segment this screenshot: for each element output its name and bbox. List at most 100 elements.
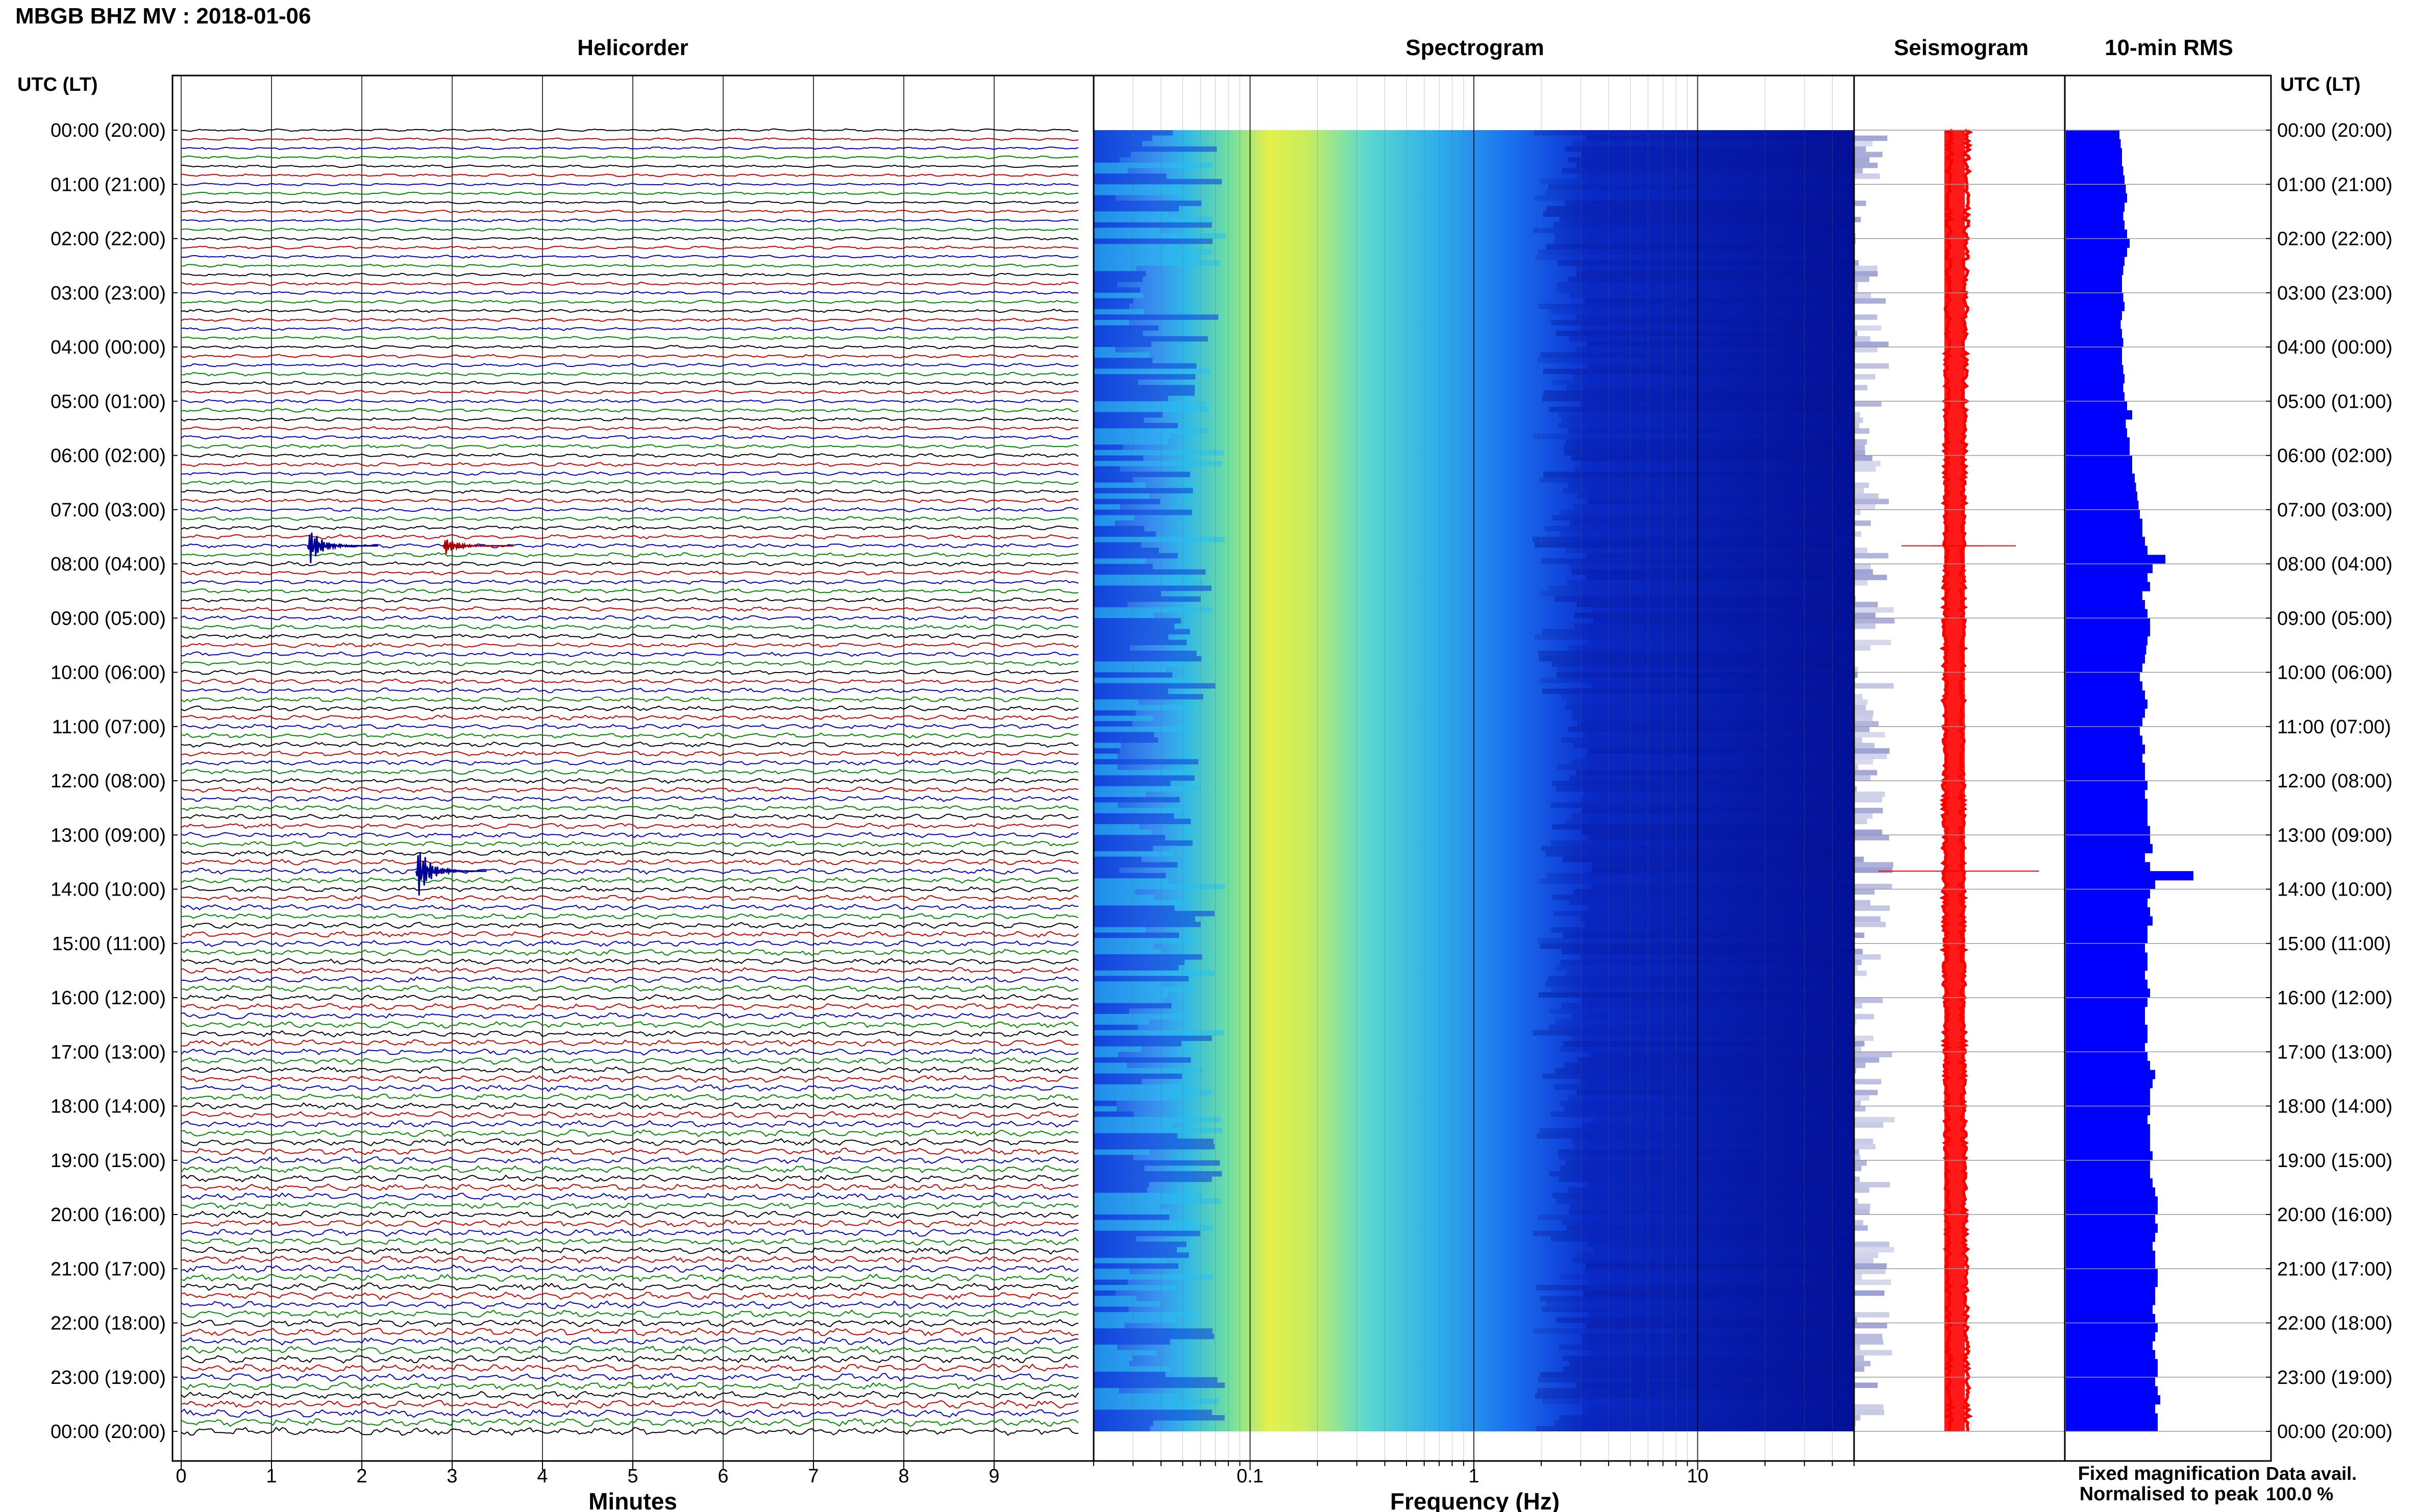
rms-bar	[2066, 329, 2122, 338]
helicorder-trace	[181, 218, 1079, 222]
spectrogram-streak	[1094, 1285, 1176, 1291]
time-label-left: 19:00 (15:00)	[51, 1150, 166, 1172]
time-label-right: 09:00 (05:00)	[2277, 608, 2392, 629]
rms-bar	[2066, 961, 2148, 971]
time-label-left: 06:00 (02:00)	[51, 445, 166, 467]
spectrogram-streak	[1588, 499, 1889, 505]
spectrogram-streak	[1559, 509, 1861, 515]
rms-bar	[2066, 473, 2135, 483]
spectrogram-streak	[1094, 1225, 1213, 1231]
spectrogram-streak	[1568, 428, 1870, 434]
spectrogram-streak	[1094, 509, 1193, 515]
spectrogram-streak	[1094, 406, 1210, 412]
spectrogram-streak	[1534, 195, 1835, 201]
rms-bar	[2066, 383, 2124, 393]
spectrogram-streak	[1094, 824, 1140, 830]
helicorder-trace	[181, 435, 1079, 440]
rms-bar	[2066, 229, 2127, 239]
spectrogram-streak	[1094, 341, 1151, 347]
spectrogram-streak	[1586, 753, 1887, 759]
spectrogram-streak	[1094, 889, 1136, 895]
spectrogram-streak	[1588, 905, 1890, 911]
spectrogram-streak	[1094, 526, 1145, 532]
spectrogram-streak	[1094, 683, 1216, 689]
helicorder-trace	[181, 344, 1079, 350]
time-label-left: 00:00 (20:00)	[51, 1421, 166, 1443]
spectrogram-streak	[1586, 575, 1887, 580]
spectrogram-streak	[1094, 255, 1200, 260]
helicorder-trace	[181, 588, 1079, 594]
spectrogram-streak	[1582, 1339, 1884, 1345]
spectrogram-streak	[1552, 895, 1854, 900]
rms-bar	[2066, 745, 2145, 754]
spectrogram-streak	[1564, 450, 1865, 456]
spectrogram-streak	[1579, 916, 1881, 922]
spectrogram-streak	[1094, 1242, 1187, 1247]
time-label-right: 08:00 (04:00)	[2277, 554, 2392, 575]
rms-bar	[2066, 401, 2127, 411]
rms-bar	[2066, 347, 2122, 357]
rms-bar	[2066, 853, 2145, 862]
helicorder-trace	[181, 858, 1079, 865]
rms-bar	[2066, 681, 2142, 691]
spectrogram-streak	[1593, 1247, 1894, 1253]
spectrogram-streak	[1543, 472, 1845, 477]
spectrogram-streak	[1576, 265, 1878, 271]
spectrogram-streak	[1094, 1095, 1188, 1101]
time-label-left: 11:00 (07:00)	[52, 716, 166, 738]
rms-bar	[2066, 880, 2155, 889]
spectrogram-streak	[1094, 575, 1193, 580]
helicorder-trace	[181, 1183, 1079, 1192]
spectrogram-streak	[1094, 1068, 1203, 1074]
spectrogram-streak	[1539, 678, 1841, 683]
spectrogram-streak	[1094, 287, 1141, 293]
spectrogram-streak	[1574, 612, 1876, 618]
spectrogram-streak	[1094, 938, 1196, 944]
helicorder-trace	[181, 732, 1079, 739]
helicorder-trace	[181, 281, 1079, 286]
spectrogram-streak	[1094, 304, 1129, 309]
helicorder-trace	[181, 1093, 1079, 1101]
spectrogram-streak	[1569, 900, 1870, 906]
rms-bar	[2066, 1305, 2153, 1315]
spectrogram-streak	[1566, 548, 1867, 553]
spectrogram-streak	[1564, 1106, 1866, 1112]
spectrogram-streak	[1560, 1166, 1862, 1171]
spectrogram-streak	[1094, 553, 1178, 559]
spectrogram-streak	[1094, 742, 1121, 749]
spectrogram-streak	[1571, 455, 1872, 461]
spectrogram-streak	[1549, 1171, 1850, 1177]
spectrogram-streak	[1094, 1003, 1172, 1009]
spectrogram-streak	[1539, 656, 1840, 662]
rms-bar	[2066, 907, 2150, 917]
rms-bar	[2066, 1242, 2153, 1251]
rms-bar	[2066, 1097, 2150, 1106]
spectrogram-streak	[1094, 1149, 1150, 1155]
spectrogram-streak	[1094, 439, 1169, 445]
spectrogram-streak	[1094, 493, 1149, 499]
spectrogram-streak	[1094, 911, 1215, 916]
rms-bar	[2066, 202, 2125, 212]
spectrogram-streak	[1094, 477, 1133, 483]
spectrogram-streak	[1545, 981, 1847, 987]
spectrogram-streak	[1094, 678, 1194, 683]
spectrogram-streak	[1590, 639, 1891, 646]
spectrogram-streak	[1546, 206, 1848, 212]
helicorder-trace	[181, 939, 1079, 947]
spectrogram-streak	[1094, 374, 1196, 380]
helicorder-trace	[181, 813, 1079, 821]
spectrogram-streak	[1541, 1306, 1842, 1312]
spectrogram-streak	[1094, 672, 1173, 678]
minute-tick-label: 6	[718, 1466, 728, 1487]
spectrogram-streak	[1094, 265, 1137, 271]
minute-tick-label: 9	[989, 1466, 999, 1487]
spectrogram-streak	[1094, 1236, 1137, 1242]
spectrogram-streak	[1094, 629, 1190, 635]
spectrogram-streak	[1094, 1182, 1149, 1187]
helicorder-trace	[181, 443, 1079, 449]
rms-bar	[2066, 528, 2142, 537]
spectrogram-streak	[1094, 954, 1202, 960]
seismogram-header: Seismogram	[1894, 35, 2029, 60]
helicorder-trace	[181, 958, 1079, 965]
